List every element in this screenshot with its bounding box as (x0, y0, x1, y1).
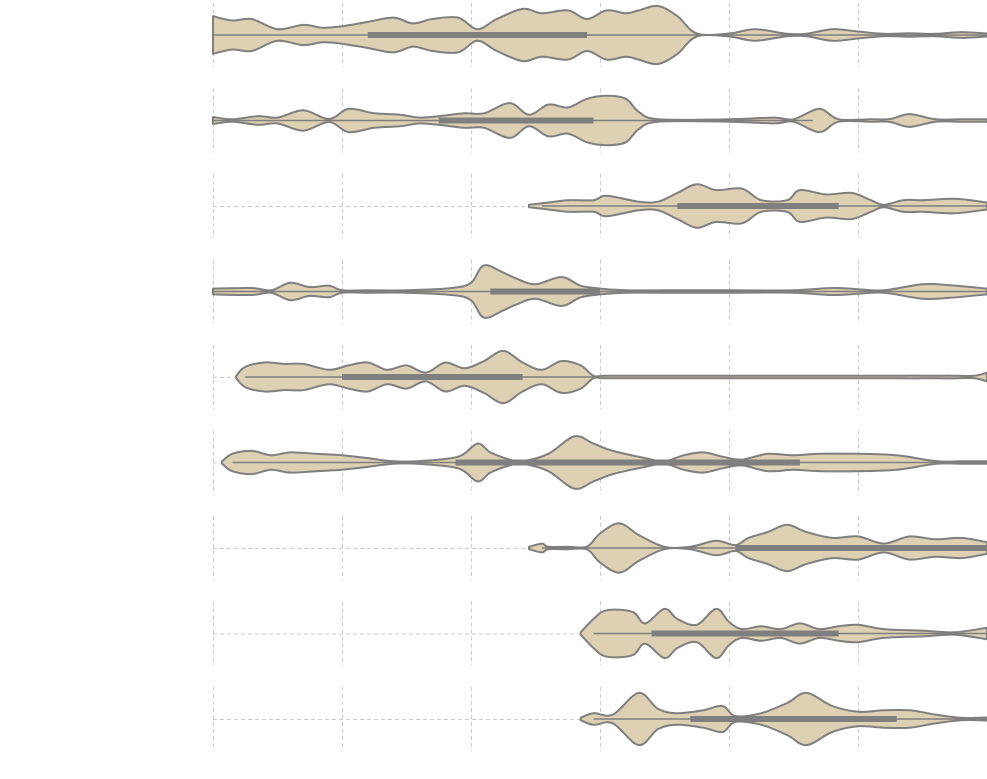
violin-iqr-box (690, 716, 897, 722)
violin-6 (221, 435, 987, 490)
violin-7 (528, 522, 987, 574)
violin-iqr-box (651, 630, 839, 637)
violin-4 (212, 264, 987, 319)
violin-iqr-box (367, 32, 588, 38)
violin-1 (212, 4, 987, 66)
violin-2 (212, 94, 987, 147)
violin-iqr-box (735, 545, 987, 551)
violins (212, 4, 987, 747)
violin-5 (235, 349, 987, 405)
violin-3 (528, 183, 987, 229)
violin-8 (579, 607, 987, 660)
violin-body (235, 349, 987, 405)
violin-iqr-box (342, 374, 523, 380)
violin-iqr-box (438, 117, 594, 124)
violin-iqr-box (455, 459, 800, 466)
violin-iqr-box (677, 203, 839, 209)
violin-9 (579, 691, 987, 747)
violin-iqr-box (490, 288, 600, 295)
